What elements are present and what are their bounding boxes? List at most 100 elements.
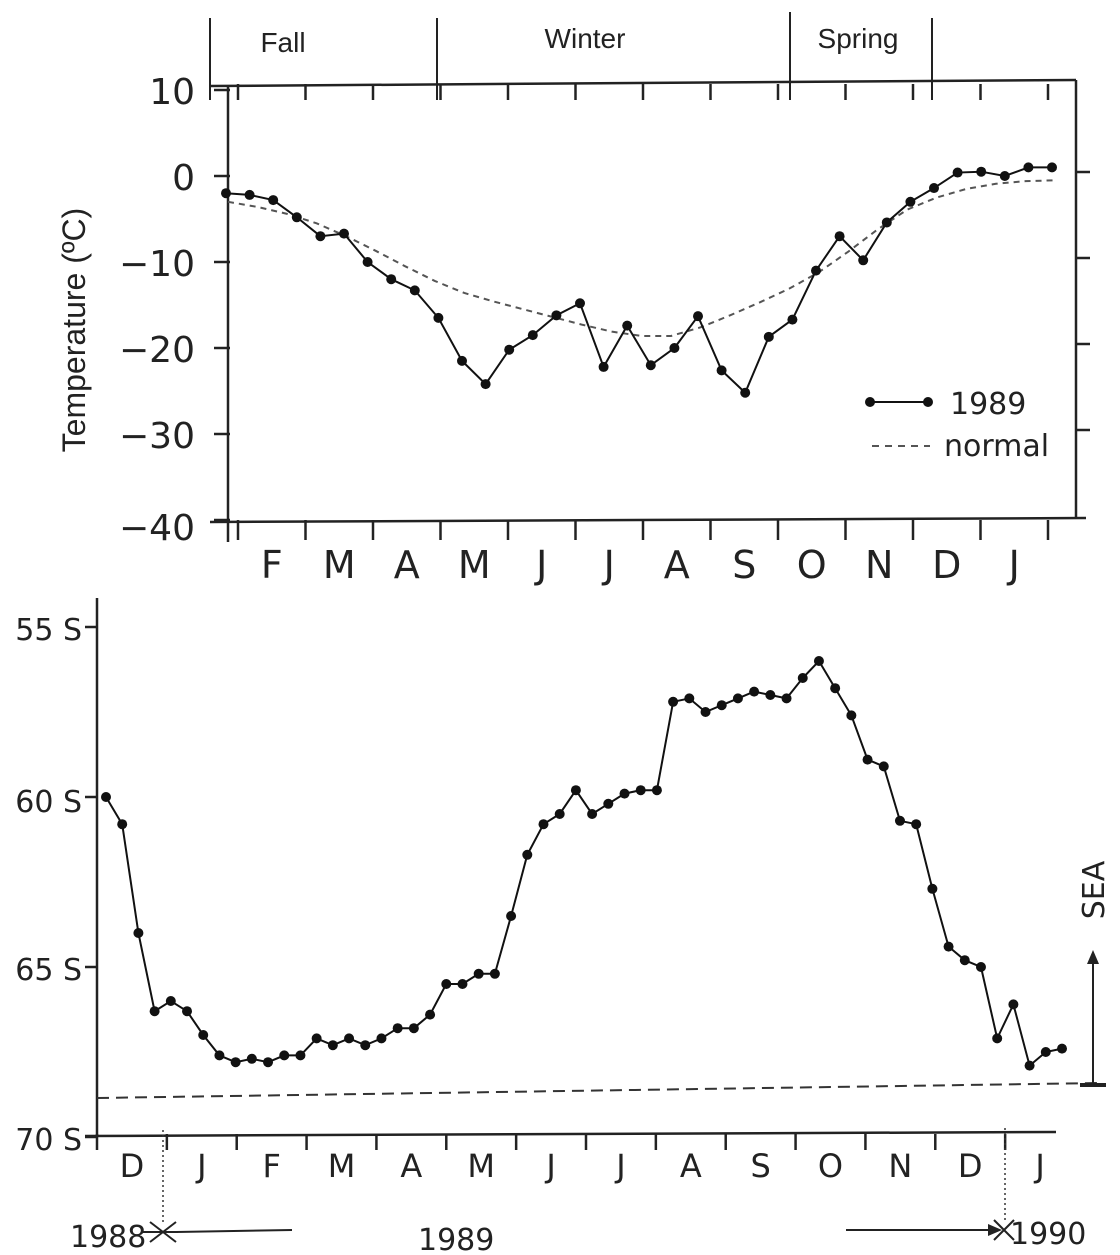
bottom-month-label: A bbox=[680, 1147, 702, 1185]
top-month-label: J bbox=[602, 543, 615, 587]
bottom-series-point bbox=[554, 809, 565, 819]
top-series-1989-point bbox=[740, 387, 751, 398]
season-label-spring: Spring bbox=[818, 23, 899, 54]
top-series-1989-point bbox=[1047, 162, 1057, 173]
top-series-1989-point bbox=[386, 274, 397, 285]
legend: 1989 normal bbox=[865, 387, 1049, 464]
top-series-1989-point bbox=[929, 183, 939, 194]
top-series-1989-point bbox=[504, 344, 515, 355]
bottom-month-label: A bbox=[400, 1147, 422, 1185]
bottom-series-point bbox=[570, 785, 581, 796]
bottom-month-label: N bbox=[888, 1147, 912, 1185]
bottom-month-label: J bbox=[195, 1147, 206, 1185]
year-marker-1990 bbox=[988, 1219, 1015, 1241]
top-month-label: F bbox=[261, 543, 283, 587]
bottom-series-point bbox=[830, 683, 841, 694]
bottom-series-point bbox=[603, 798, 614, 809]
bottom-series-point bbox=[506, 911, 517, 921]
top-series-1989-point bbox=[268, 195, 279, 206]
bottom-series-point bbox=[992, 1033, 1003, 1044]
bottom-series-point bbox=[473, 968, 484, 979]
top-series-1989-point bbox=[834, 231, 845, 242]
bottom-series-point bbox=[587, 809, 598, 819]
bottom-series-point bbox=[522, 849, 533, 860]
bottom-month-label: F bbox=[262, 1147, 280, 1185]
top-month-label: M bbox=[458, 543, 491, 587]
bottom-month-label: M bbox=[467, 1147, 495, 1185]
bottom-series-point bbox=[489, 968, 500, 979]
bottom-series-point bbox=[165, 996, 176, 1006]
bottom-series-point bbox=[797, 673, 808, 683]
bottom-series-point bbox=[1040, 1047, 1051, 1057]
top-month-label: D bbox=[932, 543, 961, 587]
top-series-1989-point bbox=[221, 188, 231, 199]
bottom-series-point bbox=[668, 696, 679, 707]
top-series-1989-point bbox=[315, 231, 326, 242]
top-series-1989-point bbox=[716, 365, 727, 376]
top-series-1989-point bbox=[881, 217, 892, 228]
legend-normal-label: normal bbox=[944, 429, 1049, 464]
bottom-series-point bbox=[700, 707, 711, 717]
top-series-1989-point bbox=[409, 285, 420, 296]
top-series-1989-point bbox=[339, 228, 349, 239]
top-series-1989-point bbox=[457, 355, 467, 366]
bottom-series-point bbox=[376, 1033, 387, 1044]
top-series-normal-line bbox=[227, 179, 1056, 337]
top-series-group bbox=[221, 162, 1057, 398]
bottom-series-point bbox=[1008, 999, 1019, 1010]
bottom-series-point bbox=[1024, 1060, 1035, 1071]
bottom-series-point bbox=[878, 761, 889, 772]
bottom-series-point bbox=[1057, 1043, 1067, 1054]
top-series-1989-point bbox=[905, 196, 916, 207]
top-series-1989-point bbox=[244, 189, 255, 200]
top-series-1989-point bbox=[551, 310, 562, 321]
year-label-1989: 1989 bbox=[418, 1223, 494, 1255]
bottom-month-label: D bbox=[958, 1147, 983, 1185]
top-month-label: A bbox=[664, 543, 690, 587]
bottom-series-point bbox=[263, 1057, 274, 1068]
bottom-ytick-label-60s: 60 S bbox=[15, 785, 82, 820]
top-series-1989-point bbox=[598, 361, 609, 372]
top-series-1989-point bbox=[362, 257, 373, 267]
bottom-ytick-label-65s: 65 S bbox=[15, 953, 82, 988]
top-series-1989-point bbox=[763, 331, 774, 342]
top-month-label: M bbox=[323, 543, 356, 587]
top-series-1989-point bbox=[622, 320, 633, 331]
bottom-series-point bbox=[101, 792, 111, 802]
year-arrow-1989 bbox=[175, 1229, 293, 1233]
bottom-month-label: J bbox=[544, 1147, 555, 1185]
bottom-series-point bbox=[959, 955, 970, 966]
bottom-series-point bbox=[975, 962, 986, 972]
top-series-1989-point bbox=[527, 330, 538, 341]
bottom-series-point bbox=[684, 693, 695, 704]
top-ylabel: Temperature (ºC) bbox=[56, 208, 92, 453]
bottom-series-point bbox=[214, 1050, 225, 1061]
legend-1989-dot-left bbox=[865, 397, 875, 407]
top-series-1989-point bbox=[575, 298, 585, 309]
bottom-series-point bbox=[716, 700, 727, 711]
bottom-series-point bbox=[862, 754, 873, 765]
bottom-series-group bbox=[101, 656, 1067, 1071]
bottom-series-point bbox=[781, 693, 792, 704]
bottom-series-point bbox=[311, 1033, 322, 1044]
bottom-tick-marks bbox=[85, 625, 1007, 1150]
bottom-series-point bbox=[813, 656, 824, 666]
sea-arrowhead-icon bbox=[1087, 950, 1099, 964]
top-series-1989-point bbox=[645, 360, 656, 371]
top-ytick-label-minus20: −20 bbox=[119, 330, 195, 371]
legend-1989-label: 1989 bbox=[950, 387, 1026, 422]
bottom-series-point bbox=[619, 788, 630, 799]
bottom-series-point bbox=[538, 819, 549, 830]
bottom-series-point bbox=[327, 1040, 338, 1051]
bottom-series-point bbox=[230, 1057, 241, 1068]
bottom-month-label: J bbox=[1033, 1147, 1044, 1185]
top-ytick-label-minus30: −30 bbox=[119, 416, 195, 457]
bottom-ytick-label-70s: 70 S bbox=[15, 1123, 82, 1158]
bottom-series-point bbox=[360, 1040, 371, 1051]
top-ytick-label-minus10: −10 bbox=[119, 244, 195, 285]
top-series-1989-point bbox=[787, 314, 798, 325]
sea-label: SEA bbox=[1077, 860, 1112, 919]
bottom-series-point bbox=[635, 785, 646, 796]
